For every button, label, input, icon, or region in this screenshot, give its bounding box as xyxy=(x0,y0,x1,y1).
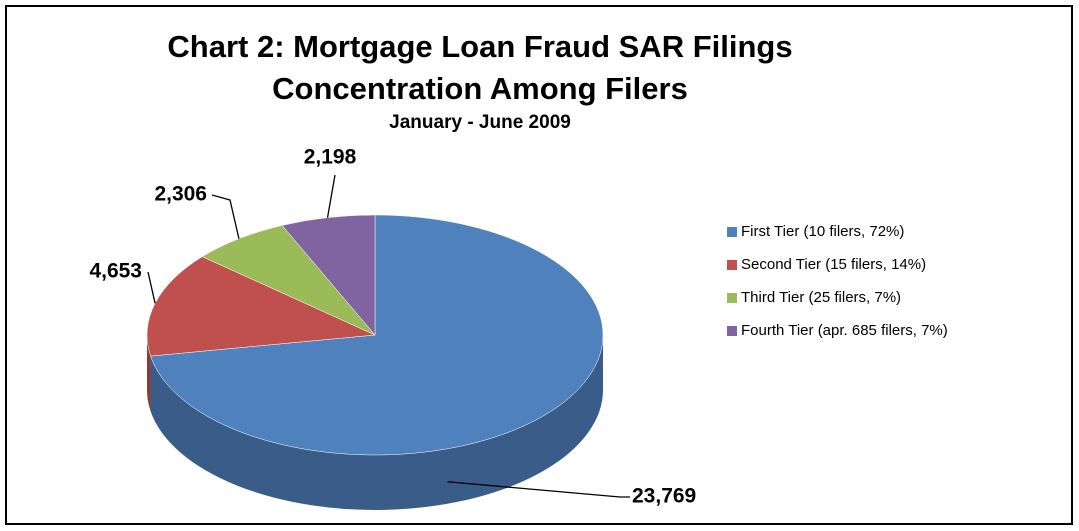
legend-label: Second Tier (15 filers, 14%) xyxy=(741,256,926,273)
legend-swatch xyxy=(727,260,737,270)
chart-title: Chart 2: Mortgage Loan Fraud SAR Filings… xyxy=(167,29,793,106)
legend-label: Fourth Tier (apr. 685 filers, 7%) xyxy=(741,322,948,339)
leader-line xyxy=(447,481,630,498)
data-label: 2,306 xyxy=(154,183,207,206)
legend-swatch xyxy=(727,227,737,237)
slice xyxy=(150,214,604,456)
chart-subtitle: January - June 2009 xyxy=(389,112,571,133)
slice-side xyxy=(150,335,604,510)
legend-swatch xyxy=(727,293,737,303)
legend-label: Third Tier (25 filers, 7%) xyxy=(741,289,901,306)
legend-label: First Tier (10 filers, 72%) xyxy=(741,223,904,240)
leader-line xyxy=(147,271,156,304)
leader-line xyxy=(326,174,336,218)
data-label: 4,653 xyxy=(89,260,142,283)
data-label: 23,769 xyxy=(632,485,696,508)
leader-line xyxy=(211,194,240,239)
data-label: 2,198 xyxy=(304,146,357,169)
legend-swatch xyxy=(727,326,737,336)
frame-border xyxy=(5,5,1073,525)
slice xyxy=(146,256,376,357)
slice xyxy=(281,214,376,336)
